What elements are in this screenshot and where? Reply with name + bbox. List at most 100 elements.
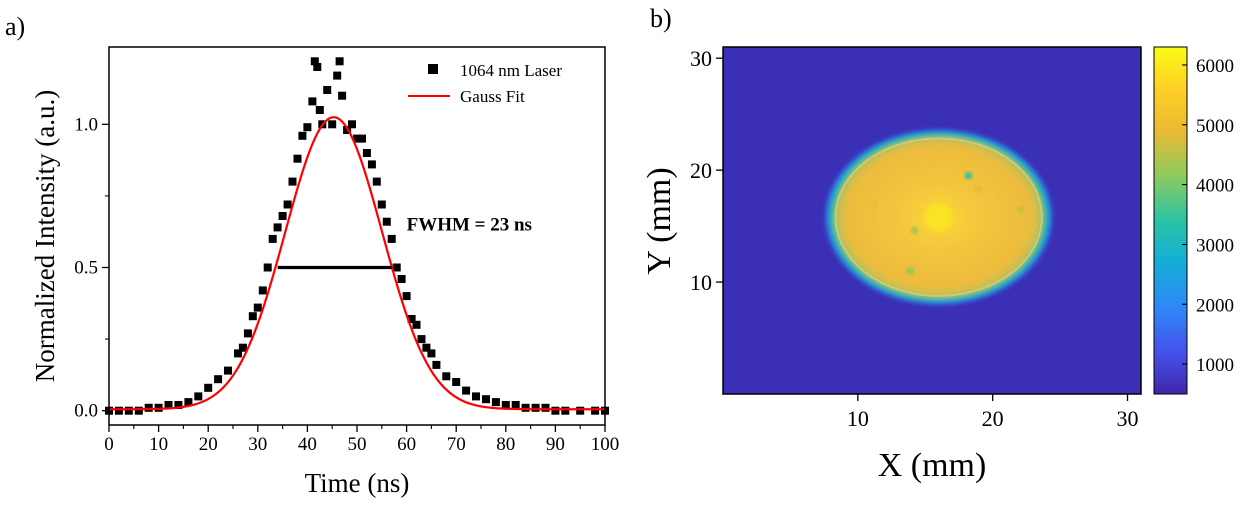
x-tick-label: 50 [348, 434, 367, 455]
data-point [407, 315, 416, 323]
data-point [382, 217, 391, 226]
fwhm-annotation: FWHM = 23 ns [407, 214, 532, 235]
data-point [333, 71, 342, 80]
data-point [417, 335, 426, 344]
data-point [114, 406, 123, 415]
colorbar [1153, 46, 1188, 395]
y-tick-label: 1.0 [74, 114, 98, 135]
x-tick-label: 20 [982, 406, 1004, 431]
data-point [387, 234, 396, 243]
data-point [501, 401, 510, 409]
panel-b-plot-frame [722, 46, 1142, 395]
data-point [362, 149, 371, 157]
data-point [491, 398, 500, 407]
data-point [561, 406, 570, 415]
data-point [234, 349, 242, 358]
data-point [293, 154, 302, 163]
data-point [184, 398, 193, 407]
defect-spot [871, 199, 880, 208]
defect-spot [910, 226, 919, 235]
legend-label-laser: 1064 nm Laser [460, 61, 562, 80]
x-tick-label: 40 [298, 434, 317, 455]
data-point [397, 275, 406, 283]
data-point [214, 375, 223, 384]
data-point [134, 406, 143, 415]
y-tick-label: 30 [690, 46, 712, 71]
data-point [422, 343, 431, 352]
data-point [452, 378, 461, 386]
defect-spot [964, 171, 973, 180]
data-point [283, 200, 292, 209]
colorbar-tick-label: 4000 [1196, 176, 1234, 197]
y-tick-label: 0.5 [74, 258, 98, 279]
data-point [432, 360, 441, 369]
defect-spot [926, 154, 935, 163]
data-point [204, 383, 213, 392]
panel-b-axes: 10 20 30 10 20 30 [690, 46, 1139, 431]
panel-a-x-axis-label: Time (ns) [305, 468, 410, 498]
data-point [288, 177, 297, 186]
x-tick-label: 80 [496, 434, 515, 455]
defect-spot [973, 185, 982, 194]
data-point [124, 406, 133, 415]
panel-b-heatmap: b) 10 20 30 10 20 30 X (mm) Y (mm) 1000 2000 30… [641, 4, 1234, 484]
data-point [462, 386, 471, 395]
data-point [472, 392, 480, 401]
data-point [521, 403, 530, 412]
x-tick-label: 10 [149, 434, 168, 455]
data-point [377, 200, 386, 209]
colorbar-tick-label: 3000 [1196, 235, 1234, 256]
panel-b-x-axis-label: X (mm) [878, 447, 987, 484]
data-point [328, 120, 337, 129]
panel-a-plot-frame [108, 46, 606, 426]
defect-spot [906, 266, 915, 275]
data-point [358, 134, 366, 143]
y-tick-label: 0.0 [74, 401, 98, 422]
data-point [258, 286, 267, 295]
x-tick-label: 30 [1117, 406, 1139, 431]
gauss-fit-line [109, 116, 605, 411]
colorbar-tick-label: 2000 [1196, 295, 1234, 316]
x-tick-label: 90 [546, 434, 565, 455]
data-point [315, 106, 324, 114]
beam-hotspot [924, 203, 953, 232]
data-point [194, 392, 203, 401]
data-point [308, 97, 317, 106]
data-point [353, 134, 361, 143]
data-point [243, 329, 252, 338]
panel-a-chart: a) 0 10 20 30 40 50 60 70 80 90 100 0.0 0.5 1.0 1064 … [5, 12, 619, 498]
data-point [278, 212, 287, 220]
x-tick-label: 0 [104, 434, 114, 455]
legend-scatter-marker [428, 64, 438, 74]
data-point [310, 57, 319, 66]
x-tick-label: 10 [847, 406, 869, 431]
panel-a-marks [105, 57, 609, 415]
data-point [511, 401, 520, 409]
data-point [412, 320, 421, 329]
panel-a-y-axis-label: Normalized Intensity (a.u.) [30, 90, 60, 382]
data-point [442, 372, 451, 381]
beam-spot-rim [834, 137, 1043, 297]
data-point [263, 263, 272, 272]
data-point [531, 403, 540, 412]
x-tick-label: 100 [591, 434, 620, 455]
data-point [238, 343, 247, 352]
defect-spot [1016, 205, 1025, 214]
y-tick-label: 10 [690, 270, 712, 295]
data-point [367, 160, 376, 169]
x-tick-label: 20 [199, 434, 218, 455]
data-point [268, 234, 277, 243]
data-point [253, 303, 262, 312]
colorbar-ticks: 1000 2000 3000 4000 5000 6000 [1182, 56, 1234, 376]
data-point [427, 349, 436, 358]
data-point [313, 63, 322, 71]
data-point [224, 366, 232, 375]
data-point [174, 401, 183, 409]
data-point [402, 292, 411, 301]
heatmap-image [723, 47, 1141, 394]
panel-a-legend: 1064 nm Laser Gauss Fit [408, 61, 562, 106]
data-point [348, 120, 356, 129]
data-point [372, 177, 381, 186]
data-point [273, 223, 282, 232]
